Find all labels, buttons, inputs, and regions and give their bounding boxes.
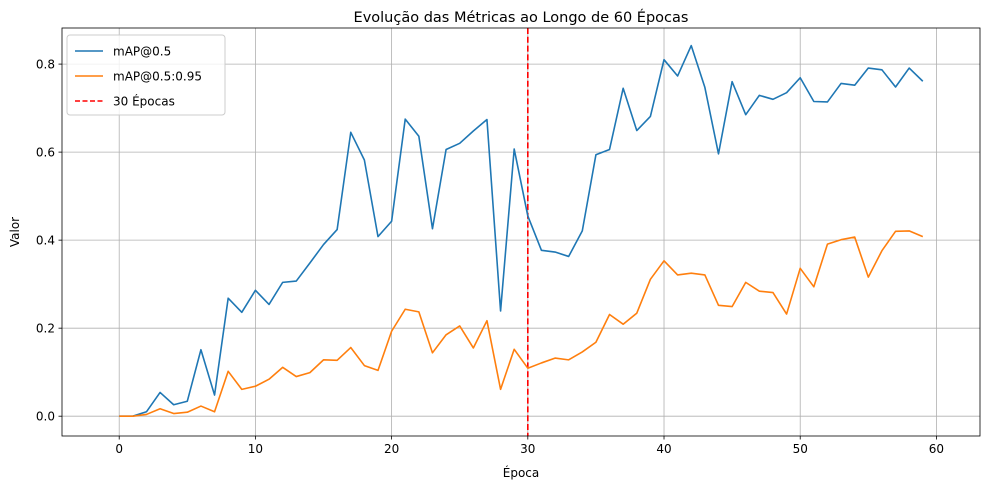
series-layer <box>119 44 924 417</box>
legend-label: 30 Épocas <box>113 94 175 109</box>
tick-layer: 0 10 20 30 40 50 60 0.0 0.2 0.4 0.6 0.8 <box>36 58 944 456</box>
x-tick-label: 40 <box>656 442 671 456</box>
x-tick-label: 20 <box>384 442 399 456</box>
chart-title: Evolução das Métricas ao Longo de 60 Épo… <box>354 9 689 26</box>
y-tick-label: 0.2 <box>36 322 55 336</box>
legend-label: mAP@0.5 <box>113 45 171 59</box>
x-tick-label: 10 <box>248 442 263 456</box>
y-tick-label: 0.4 <box>36 234 55 248</box>
x-tick-label: 50 <box>793 442 808 456</box>
plot-frame <box>61 27 981 437</box>
y-tick-label: 0.0 <box>36 410 55 424</box>
x-tick-label: 30 <box>520 442 535 456</box>
legend: mAP@0.5 mAP@0.5:0.95 30 Épocas <box>66 34 226 116</box>
x-tick-label: 60 <box>929 442 944 456</box>
legend-label: mAP@0.5:0.95 <box>113 70 202 84</box>
legend-box <box>66 34 226 116</box>
y-tick-label: 0.6 <box>36 146 55 160</box>
series-line-map50-95 <box>119 230 924 417</box>
x-tick-label: 0 <box>115 442 123 456</box>
series-line-map50 <box>119 44 924 417</box>
y-tick-label: 0.8 <box>36 58 55 72</box>
y-axis-label: Valor <box>8 217 22 247</box>
x-axis-label: Época <box>503 465 540 480</box>
